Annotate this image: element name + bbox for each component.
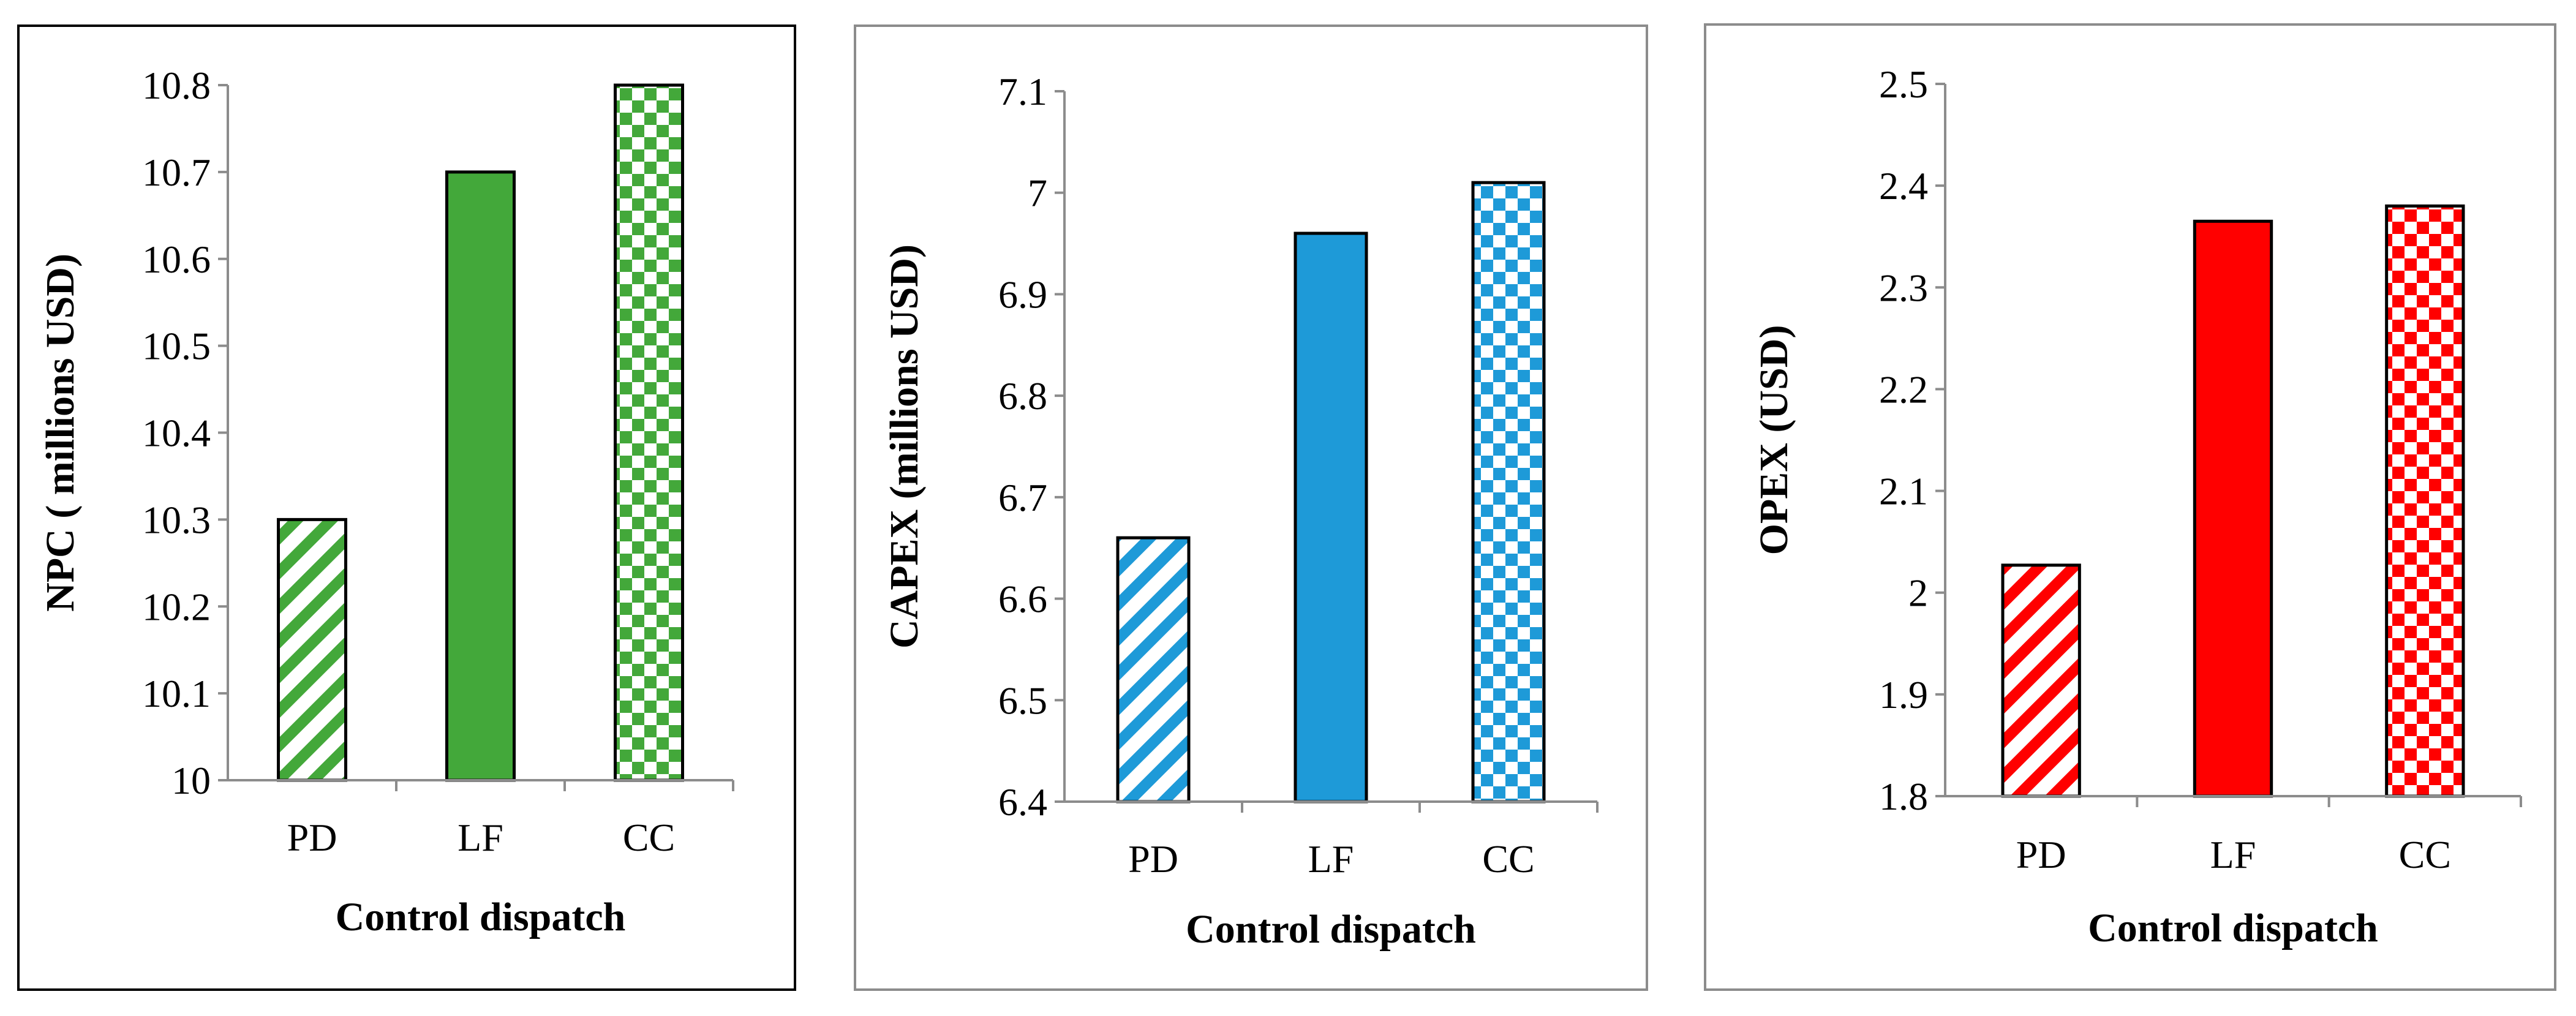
- y-tick-label: 10.6: [142, 238, 211, 281]
- x-tick-label: PD: [1128, 837, 1178, 881]
- y-tick-label: 6.8: [998, 374, 1047, 418]
- y-tick-label: 2.2: [1879, 367, 1928, 411]
- capex-chart-panel: 6.4 6.5 6.6 6.7 6.8 6.9 7 7.1 PD LF CC CAPEX (mil…: [854, 24, 1648, 991]
- x-tick-label: CC: [1482, 837, 1534, 881]
- x-tick-label: LF: [458, 816, 503, 859]
- y-tick-label: 10.5: [142, 325, 211, 368]
- bar-lf: [445, 170, 516, 782]
- bar-cc: [1471, 181, 1546, 803]
- y-axis-title: OPEX (USD): [1752, 325, 1796, 555]
- opex-chart-panel: 1.8 1.9 2 2.1 2.2 2.3 2.4 2.5 PD LF CC OPEX (USD)…: [1704, 23, 2556, 991]
- y-tick-label: 6.7: [998, 476, 1047, 519]
- y-tick-label: 7.1: [998, 70, 1047, 113]
- y-tick-label: 2.5: [1879, 62, 1928, 106]
- bar-pd: [277, 517, 347, 782]
- y-tick-label: 2.3: [1879, 266, 1928, 309]
- x-tick-label: CC: [2399, 833, 2451, 876]
- x-axis-title: Control dispatch: [1186, 907, 1476, 952]
- y-tick-label: 10.4: [142, 412, 211, 455]
- npc-chart-panel: 10 10.1 10.2 10.3 10.4 10.5 10.6 10.7 10.8 PD LF C…: [17, 24, 796, 991]
- y-tick-label: 7: [1028, 171, 1047, 215]
- x-tick-label: LF: [1308, 837, 1354, 881]
- y-tick-label: 10: [171, 759, 211, 802]
- y-tick-label: 10.2: [142, 585, 211, 628]
- bar-lf: [2193, 219, 2273, 798]
- x-tick-label: CC: [623, 816, 675, 859]
- y-axis-title: CAPEX (millions USD): [882, 244, 927, 649]
- y-tick-label: 10.7: [142, 151, 211, 194]
- y-tick-label: 10.3: [142, 498, 211, 541]
- x-tick-label: PD: [287, 816, 337, 859]
- y-tick-label: 1.9: [1879, 673, 1928, 717]
- y-tick-label: 2: [1908, 571, 1928, 615]
- y-tick-label: 1.8: [1879, 775, 1928, 818]
- x-axis-title: Control dispatch: [2088, 906, 2378, 950]
- capex-bar-chart: 6.4 6.5 6.6 6.7 6.8 6.9 7 7.1 PD LF CC CAPEX (mil…: [882, 70, 1599, 952]
- y-tick-label: 6.9: [998, 273, 1047, 316]
- y-axis-title: NPC ( millions USD): [38, 254, 83, 612]
- x-tick-label: PD: [2016, 833, 2066, 876]
- x-tick-label: LF: [2210, 833, 2256, 876]
- bar-lf: [1294, 231, 1368, 803]
- bar-cc: [614, 83, 684, 782]
- y-tick-label: 10.1: [142, 672, 211, 715]
- bar-pd: [1116, 536, 1191, 803]
- y-tick-label: 6.4: [998, 780, 1047, 824]
- y-tick-label: 6.5: [998, 679, 1047, 722]
- opex-bar-chart: 1.8 1.9 2 2.1 2.2 2.3 2.4 2.5 PD LF CC OPEX (USD)…: [1752, 62, 2522, 950]
- bar-cc: [2385, 204, 2465, 798]
- y-tick-label: 2.1: [1879, 470, 1928, 513]
- x-axis-title: Control dispatch: [336, 895, 626, 939]
- y-tick-label: 2.4: [1879, 164, 1928, 208]
- npc-bar-chart: 10 10.1 10.2 10.3 10.4 10.5 10.6 10.7 10.8 PD LF C…: [38, 64, 734, 939]
- y-tick-label: 10.8: [142, 64, 211, 107]
- y-tick-label: 6.6: [998, 578, 1047, 621]
- bar-pd: [2001, 563, 2081, 798]
